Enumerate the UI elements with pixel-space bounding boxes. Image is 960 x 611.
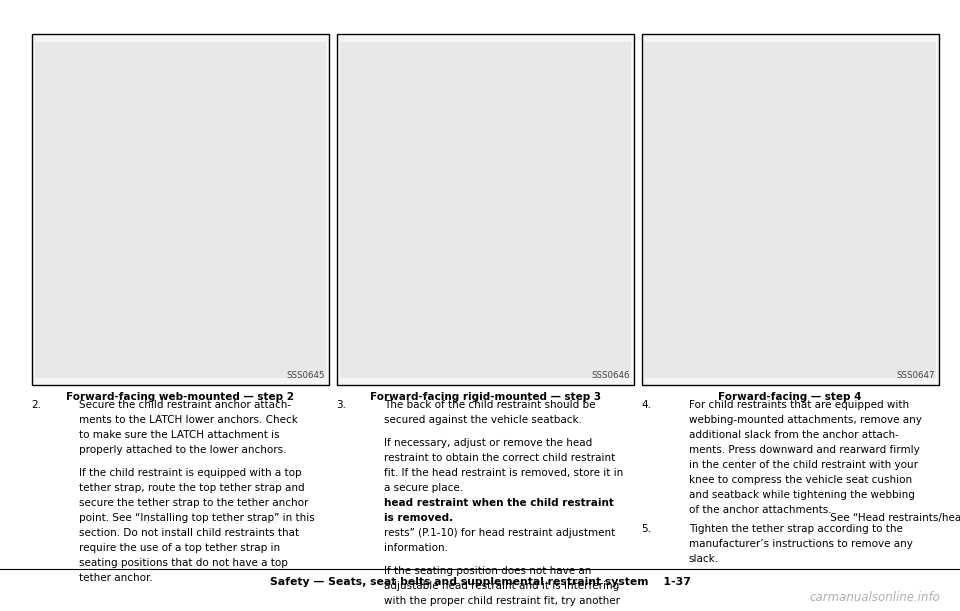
Text: seating positions that do not have a top: seating positions that do not have a top (79, 558, 288, 568)
Text: fit. If the head restraint is removed, store it in: fit. If the head restraint is removed, s… (384, 468, 623, 478)
Text: tether strap, route the top tether strap and: tether strap, route the top tether strap… (79, 483, 304, 493)
Text: in the center of the child restraint with your: in the center of the child restraint wit… (688, 460, 918, 470)
Text: ments. Press downward and rearward firmly: ments. Press downward and rearward firml… (688, 445, 920, 455)
Bar (35, 42, 326, 378)
Text: If the seating position does not have an: If the seating position does not have an (384, 566, 591, 576)
Text: 2.: 2. (32, 400, 41, 410)
Text: Forward-facing — step 4: Forward-facing — step 4 (718, 392, 862, 402)
Bar (32, 34, 329, 385)
Text: to make sure the LATCH attachment is: to make sure the LATCH attachment is (79, 430, 279, 440)
Text: point. See “Installing top tether strap” in this: point. See “Installing top tether strap”… (79, 513, 315, 523)
Text: is removed.: is removed. (384, 513, 453, 523)
Text: Tighten the tether strap according to the: Tighten the tether strap according to th… (688, 524, 902, 535)
Text: SSS0645: SSS0645 (287, 371, 325, 380)
Text: For child restraints that are equipped with: For child restraints that are equipped w… (688, 400, 909, 410)
Text: rests” (P.1-10) for head restraint adjustment: rests” (P.1-10) for head restraint adjus… (384, 528, 615, 538)
Text: section. Do not install child restraints that: section. Do not install child restraints… (79, 528, 299, 538)
Text: See “Head restraints/head-: See “Head restraints/head- (828, 513, 960, 523)
Text: additional slack from the anchor attach-: additional slack from the anchor attach- (688, 430, 899, 440)
Text: SSS0646: SSS0646 (591, 371, 630, 380)
Text: require the use of a top tether strap in: require the use of a top tether strap in (79, 543, 280, 553)
Text: a secure place.: a secure place. (384, 483, 466, 493)
Bar (340, 42, 631, 378)
Text: manufacturer’s instructions to remove any: manufacturer’s instructions to remove an… (688, 540, 913, 549)
Text: head restraint when the child restraint: head restraint when the child restraint (384, 498, 613, 508)
Text: restraint to obtain the correct child restraint: restraint to obtain the correct child re… (384, 453, 615, 463)
Text: Secure the child restraint anchor attach-: Secure the child restraint anchor attach… (79, 400, 291, 410)
Text: 3.: 3. (337, 400, 347, 410)
Text: information.: information. (384, 543, 447, 553)
Text: secure the tether strap to the tether anchor: secure the tether strap to the tether an… (79, 498, 308, 508)
Text: secured against the vehicle seatback.: secured against the vehicle seatback. (384, 415, 582, 425)
Bar (337, 34, 634, 385)
Text: of the anchor attachments.: of the anchor attachments. (688, 505, 831, 515)
Bar (641, 34, 939, 385)
Text: slack.: slack. (688, 554, 719, 565)
Text: The back of the child restraint should be: The back of the child restraint should b… (384, 400, 595, 410)
Text: Forward-facing web-mounted — step 2: Forward-facing web-mounted — step 2 (66, 392, 295, 402)
Text: SSS0647: SSS0647 (897, 371, 935, 380)
Text: ments to the LATCH lower anchors. Check: ments to the LATCH lower anchors. Check (79, 415, 298, 425)
Text: Safety — Seats, seat belts and supplemental restraint system    1-37: Safety — Seats, seat belts and supplemen… (270, 577, 690, 587)
Text: with the proper child restraint fit, try another: with the proper child restraint fit, try… (384, 596, 620, 606)
Bar (644, 42, 936, 378)
Text: If the child restraint is equipped with a top: If the child restraint is equipped with … (79, 468, 301, 478)
Text: Forward-facing rigid-mounted — step 3: Forward-facing rigid-mounted — step 3 (370, 392, 601, 402)
Text: carmanualsonline.info: carmanualsonline.info (810, 591, 941, 604)
Text: adjustable head restraint and it is interfering: adjustable head restraint and it is inte… (384, 581, 619, 591)
Text: 5.: 5. (641, 524, 652, 535)
Text: If necessary, adjust or remove the head: If necessary, adjust or remove the head (384, 438, 592, 448)
Text: properly attached to the lower anchors.: properly attached to the lower anchors. (79, 445, 286, 455)
Text: knee to compress the vehicle seat cushion: knee to compress the vehicle seat cushio… (688, 475, 912, 485)
Text: 4.: 4. (641, 400, 652, 410)
Text: tether anchor.: tether anchor. (79, 573, 153, 583)
Text: webbing-mounted attachments, remove any: webbing-mounted attachments, remove any (688, 415, 922, 425)
Text: and seatback while tightening the webbing: and seatback while tightening the webbin… (688, 490, 915, 500)
